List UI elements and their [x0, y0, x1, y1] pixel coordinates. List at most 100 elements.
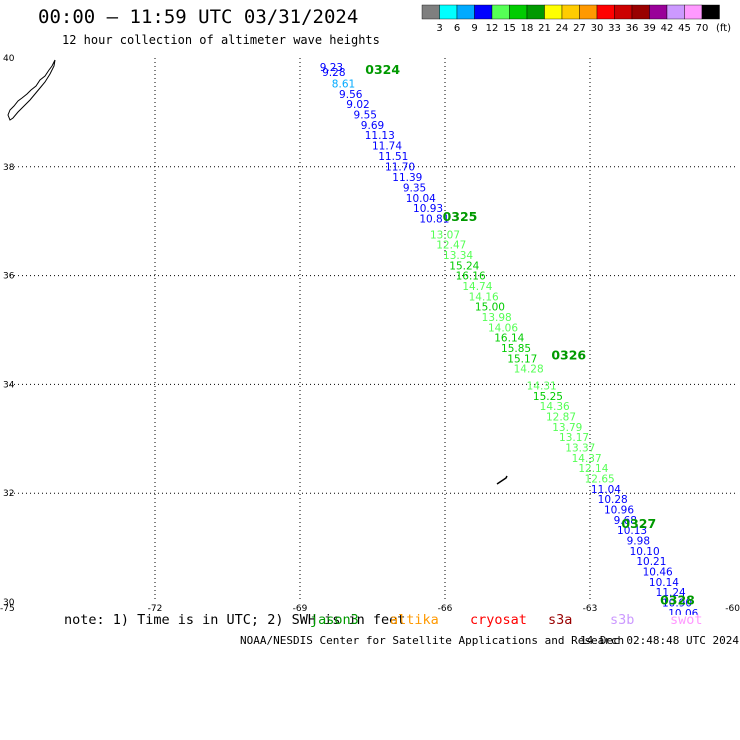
pass-time-label: 0325	[443, 209, 478, 224]
wave-height-value: 9.98	[627, 536, 650, 548]
wave-height-value: 14.28	[514, 364, 544, 376]
legend-altika: altika	[390, 612, 439, 628]
lat-tick-label: 38	[3, 163, 15, 173]
wave-height-value: 10.81	[419, 213, 449, 225]
wave-height-value: 12.65	[585, 474, 615, 486]
color-scale-label: 70	[696, 23, 709, 34]
wave-height-value: 12.87	[546, 411, 576, 423]
wave-height-value: 9.69	[361, 120, 384, 132]
legend-row: note: 1) Time is in UTC; 2) SWH is in fe…	[64, 612, 703, 740]
map-subtitle: 12 hour collection of altimeter wave hei…	[62, 33, 380, 47]
wave-height-value: 12.47	[436, 240, 466, 252]
wave-height-value: 11.13	[365, 130, 395, 142]
wave-height-value: 14.06	[488, 322, 518, 334]
wave-height-value: 15.00	[475, 302, 505, 314]
wave-height-value: 10.93	[413, 203, 443, 215]
lat-tick-label: 36	[3, 272, 15, 282]
color-scale-label: 21	[538, 23, 551, 34]
map-title: 00:00 – 11:59 UTC 03/31/2024	[38, 6, 359, 28]
pass-time-label: 0324	[365, 62, 400, 77]
wave-height-value: 11.70	[385, 161, 415, 173]
wave-height-value: 13.07	[430, 229, 460, 241]
lon-tick-label: -72	[148, 604, 163, 614]
color-scale-label: 27	[573, 23, 586, 34]
wave-height-value: 9.02	[346, 99, 369, 111]
lon-tick-label: -63	[583, 604, 598, 614]
color-scale-label: 30	[591, 23, 604, 34]
wave-height-value: 14.74	[462, 281, 492, 293]
coastline	[7, 59, 56, 121]
wave-height-value: 10.90	[662, 598, 692, 610]
wave-height-value: 9.68	[614, 515, 637, 527]
wave-height-value: 11.51	[378, 151, 408, 163]
bermuda-island	[496, 475, 508, 485]
wave-height-value: 14.37	[572, 453, 602, 465]
wave-height-value: 13.79	[552, 422, 582, 434]
legend-s3b: s3b	[610, 612, 635, 628]
wave-height-value: 10.21	[636, 556, 666, 568]
wave-height-value: 13.98	[482, 312, 512, 324]
wave-height-value: 11.74	[372, 141, 402, 153]
pass-time-label: 0328	[660, 592, 695, 607]
wave-height-value: 10.28	[598, 494, 628, 506]
wave-height-value: 14.31	[527, 380, 557, 392]
wave-height-value: 15.85	[501, 343, 531, 355]
color-scale-label: 9	[471, 23, 477, 34]
lon-tick-label: -60	[725, 604, 740, 614]
lat-tick-label: 32	[3, 489, 14, 499]
legend-cryosat: cryosat	[470, 612, 527, 628]
color-scale-label: 6	[454, 23, 460, 34]
legend-jason3: jason3	[310, 612, 359, 628]
wave-height-value: 13.37	[565, 443, 595, 455]
wave-height-value: 15.25	[533, 391, 563, 403]
footer-timestamp: 14 Dec 02:48:48 UTC 2024	[580, 634, 739, 647]
color-scale-label: 45	[678, 23, 691, 34]
color-scale-label: 36	[626, 23, 639, 34]
color-scale-label: 18	[521, 23, 534, 34]
wave-height-value: 14.36	[540, 401, 570, 413]
footer-credit: NOAA/NESDIS Center for Satellite Applica…	[240, 634, 625, 647]
color-scale-label: 33	[608, 23, 621, 34]
pass-time-label: 0327	[621, 516, 656, 531]
color-scale-label: 12	[486, 23, 499, 34]
wave-height-value: 10.10	[630, 546, 660, 558]
lon-tick-label: -75	[0, 604, 15, 614]
wave-height-value: 9.35	[403, 182, 426, 194]
lat-tick-label: 30	[3, 598, 15, 608]
wave-height-value: 10.04	[406, 193, 436, 205]
wave-height-value: 9.23	[320, 62, 343, 74]
color-swatch	[701, 4, 720, 20]
lon-tick-label: -69	[293, 604, 308, 614]
wave-height-value: 14.16	[469, 291, 499, 303]
pass-time-label: 0326	[551, 347, 586, 362]
wave-height-value: 10.14	[649, 577, 679, 589]
wave-height-value: 15.24	[449, 260, 479, 272]
lon-tick-label: -66	[438, 604, 453, 614]
wave-height-value: 11.24	[656, 587, 686, 599]
wave-height-value: 15.17	[507, 353, 537, 365]
color-scale-label: 24	[556, 23, 569, 34]
wave-height-value: 11.04	[591, 484, 621, 496]
wave-height-map: 40 38 36 34 32 30-75 -72 -69 -66 -63 -60 9.239.288.…	[0, 54, 740, 615]
legend-s3a: s3a	[548, 612, 573, 628]
wave-height-value: 11.39	[392, 172, 422, 184]
legend-note: note: 1) Time is in UTC; 2) SWH is in fe…	[64, 612, 406, 628]
wave-height-value: 9.28	[322, 67, 345, 79]
wave-height-value: 9.56	[339, 89, 363, 101]
color-scale-label: 3	[436, 23, 442, 34]
color-scale-unit: (ft)	[716, 23, 731, 34]
wave-height-value: 12.14	[578, 463, 608, 475]
color-scale-bar: 3 6 9 12 15 18 21 24 27 30 33 36 39 42 45 70 (ft)	[421, 4, 731, 34]
wave-height-value: 10.13	[617, 525, 647, 537]
wave-height-value: 10.06	[668, 608, 698, 615]
color-scale-label: 15	[503, 23, 516, 34]
wave-height-value: 8.61	[332, 79, 355, 91]
wave-height-value: 16.14	[494, 333, 524, 345]
wave-height-value: 9.55	[354, 110, 377, 122]
color-scale-label: 39	[643, 23, 656, 34]
lat-tick-label: 40	[3, 54, 15, 64]
lat-tick-label: 34	[3, 380, 15, 390]
wave-height-value: 10.96	[604, 505, 634, 517]
legend-swot: swot	[670, 612, 703, 628]
wave-height-value: 13.34	[443, 250, 473, 262]
